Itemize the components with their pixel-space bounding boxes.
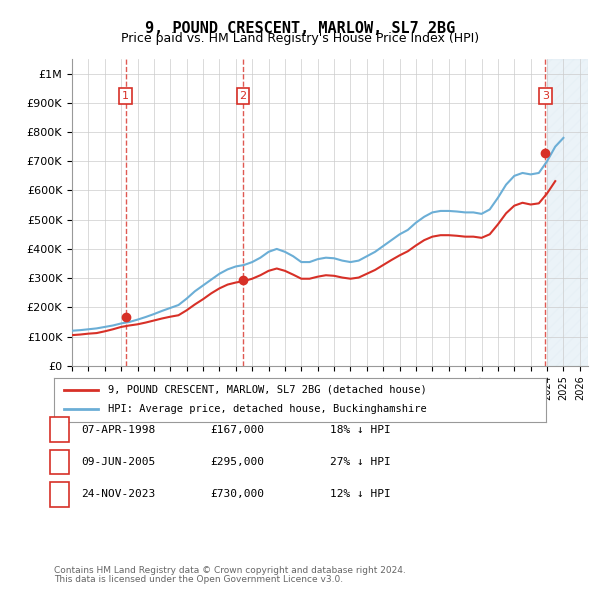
Text: Price paid vs. HM Land Registry's House Price Index (HPI): Price paid vs. HM Land Registry's House … — [121, 32, 479, 45]
Text: 3: 3 — [542, 91, 549, 101]
Text: 1: 1 — [122, 91, 129, 101]
Text: £167,000: £167,000 — [210, 425, 264, 434]
Text: £730,000: £730,000 — [210, 490, 264, 499]
Text: 9, POUND CRESCENT, MARLOW, SL7 2BG: 9, POUND CRESCENT, MARLOW, SL7 2BG — [145, 21, 455, 35]
Bar — [547, 59, 588, 366]
Text: HPI: Average price, detached house, Buckinghamshire: HPI: Average price, detached house, Buck… — [108, 405, 427, 414]
Text: 12% ↓ HPI: 12% ↓ HPI — [330, 490, 391, 499]
Text: 18% ↓ HPI: 18% ↓ HPI — [330, 425, 391, 434]
Text: 07-APR-1998: 07-APR-1998 — [81, 425, 155, 434]
Text: 09-JUN-2005: 09-JUN-2005 — [81, 457, 155, 467]
Bar — [547, 59, 588, 366]
Text: 3: 3 — [56, 490, 63, 499]
Text: 1: 1 — [56, 425, 63, 434]
Text: 24-NOV-2023: 24-NOV-2023 — [81, 490, 155, 499]
Text: This data is licensed under the Open Government Licence v3.0.: This data is licensed under the Open Gov… — [54, 575, 343, 584]
Text: 9, POUND CRESCENT, MARLOW, SL7 2BG (detached house): 9, POUND CRESCENT, MARLOW, SL7 2BG (deta… — [108, 385, 427, 395]
Text: £295,000: £295,000 — [210, 457, 264, 467]
Text: 2: 2 — [56, 457, 63, 467]
Text: 2: 2 — [239, 91, 247, 101]
Text: Contains HM Land Registry data © Crown copyright and database right 2024.: Contains HM Land Registry data © Crown c… — [54, 566, 406, 575]
Text: 27% ↓ HPI: 27% ↓ HPI — [330, 457, 391, 467]
